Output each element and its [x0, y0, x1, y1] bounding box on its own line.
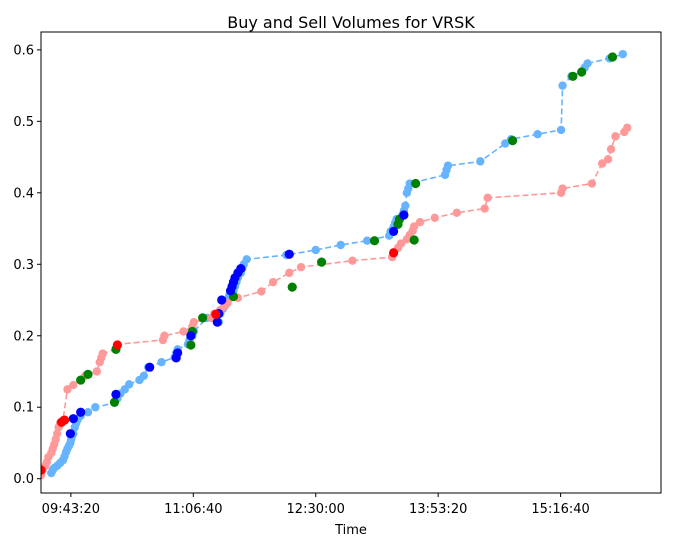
- blue-marker: [68, 414, 78, 424]
- series-point-0: [139, 371, 149, 380]
- series-point-0: [618, 49, 628, 59]
- green-marker: [577, 67, 587, 77]
- series-point-0: [476, 157, 485, 166]
- series-point-1: [480, 204, 489, 213]
- y-axis: 0.0 0.1 0.2 0.3 0.4 0.5 0.6: [13, 43, 41, 487]
- x-tick-label: 13:53:20: [409, 502, 467, 517]
- blue-marker: [236, 263, 246, 274]
- series-point-1: [348, 256, 357, 265]
- series-point-1: [396, 239, 406, 248]
- green-marker: [83, 369, 93, 379]
- series-point-0: [91, 403, 100, 412]
- y-tick-label: 0.6: [13, 43, 34, 58]
- y-tick-label: 0.5: [13, 115, 34, 130]
- series-point-1: [558, 184, 567, 193]
- y-tick-label: 0.0: [13, 472, 34, 487]
- series-point-0: [443, 161, 453, 170]
- blue-marker: [173, 348, 183, 358]
- series-point-1: [483, 193, 492, 203]
- series-point-1: [69, 380, 78, 390]
- green-marker: [76, 375, 86, 385]
- green-marker: [369, 236, 380, 246]
- series-point-1: [415, 217, 425, 227]
- chart-title: Buy and Sell Volumes for VRSK: [227, 13, 475, 32]
- blue-marker: [212, 317, 222, 327]
- series-point-0: [583, 59, 592, 68]
- red-marker: [41, 465, 46, 475]
- x-axis: 09:43:20 11:06:40 12:30:00 13:53:20 15:16:40: [42, 493, 590, 517]
- x-tick-label: 12:30:00: [287, 502, 345, 517]
- x-tick-label: 15:16:40: [531, 502, 589, 517]
- series-point-1: [296, 262, 306, 272]
- blue-marker: [389, 226, 399, 237]
- blue-marker: [111, 389, 121, 399]
- green-marker: [508, 136, 518, 146]
- x-tick-label: 09:43:20: [42, 502, 100, 517]
- series-point-0: [533, 130, 542, 139]
- series-point-1: [623, 123, 632, 132]
- blue-marker: [186, 331, 196, 341]
- series-point-1: [430, 213, 439, 223]
- series-point-1: [606, 145, 616, 154]
- green-marker: [411, 178, 421, 189]
- green-marker: [409, 235, 419, 245]
- green-marker: [198, 313, 208, 323]
- series-point-0: [362, 236, 372, 245]
- series-point-1: [409, 222, 419, 231]
- series-point-0: [501, 139, 510, 148]
- y-tick-label: 0.1: [13, 401, 34, 416]
- blue-marker: [145, 362, 155, 372]
- series-point-1: [92, 367, 102, 376]
- series-point-1: [587, 179, 597, 188]
- series-point-1: [598, 159, 607, 168]
- green-marker: [287, 282, 297, 292]
- green-marker: [568, 71, 578, 81]
- series-point-1: [189, 317, 198, 327]
- x-tick-label: 11:06:40: [164, 502, 222, 517]
- y-tick-label: 0.4: [13, 186, 34, 201]
- red-marker: [59, 415, 70, 425]
- series-point-1: [160, 331, 169, 340]
- series-point-1: [179, 327, 188, 336]
- series-point-1: [63, 385, 72, 394]
- series-point-0: [556, 125, 566, 135]
- green-marker: [607, 52, 618, 62]
- green-marker: [109, 397, 120, 407]
- y-tick-label: 0.2: [13, 329, 34, 344]
- series-point-0: [558, 81, 567, 90]
- green-marker: [186, 340, 196, 350]
- blue-marker: [76, 407, 86, 417]
- series-point-1: [257, 287, 266, 296]
- blue-marker: [217, 295, 227, 305]
- series-point-0: [311, 245, 320, 255]
- red-marker: [112, 340, 122, 350]
- series-point-1: [52, 429, 62, 438]
- series-point-0: [401, 201, 410, 210]
- plot-frame: [40, 31, 662, 494]
- series-point-1: [603, 155, 613, 164]
- series-point-0: [157, 358, 166, 367]
- series-point-1: [285, 268, 294, 278]
- series-point-1: [452, 208, 461, 218]
- series-point-0: [242, 255, 251, 264]
- blue-marker: [65, 429, 75, 439]
- red-marker: [389, 248, 399, 258]
- series-point-1: [611, 132, 620, 141]
- x-axis-label: Time: [334, 523, 367, 538]
- blue-marker: [284, 249, 294, 259]
- series-point-1: [268, 277, 278, 287]
- green-marker: [317, 257, 327, 267]
- series-point-1: [98, 349, 107, 358]
- series-point-0: [336, 240, 345, 250]
- blue-marker: [399, 210, 409, 220]
- plot-area: [41, 49, 632, 480]
- series-point-0: [83, 408, 93, 417]
- red-marker: [211, 309, 221, 319]
- series-point-0: [124, 380, 134, 389]
- y-tick-label: 0.3: [13, 258, 34, 273]
